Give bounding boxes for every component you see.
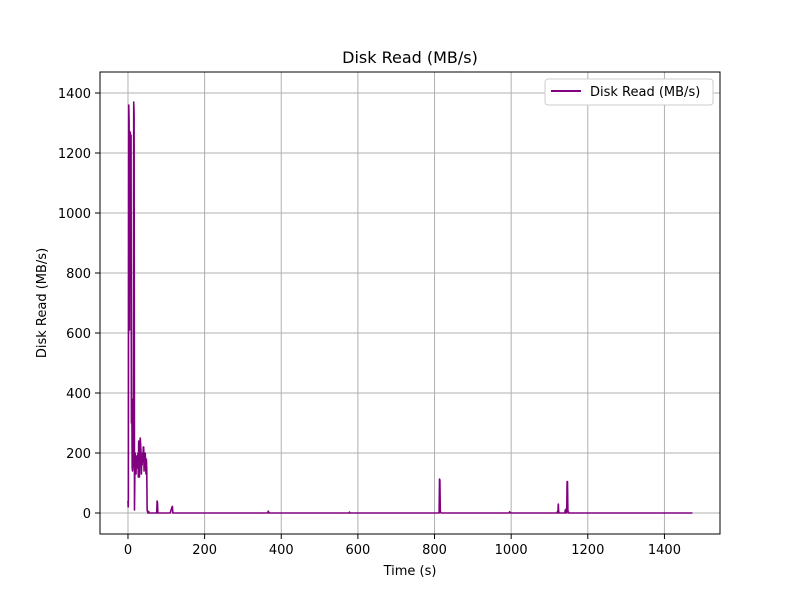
legend-box	[544, 78, 714, 106]
x-tick-label: 1000	[495, 543, 528, 558]
y-tick-label: 1000	[58, 207, 91, 222]
chart-title: Disk Read (MB/s)	[342, 48, 478, 67]
y-tick-label: 400	[66, 387, 91, 402]
x-tick-label: 0	[124, 543, 132, 558]
x-tick-label: 1400	[648, 543, 681, 558]
x-axis: 0 200 400 600 800 1000 1200 1400	[124, 534, 681, 558]
y-axis-label: Disk Read (MB/s)	[35, 248, 50, 358]
series-line-0	[127, 101, 693, 514]
x-tick-label: 400	[269, 543, 294, 558]
x-tick-label: 200	[192, 543, 217, 558]
x-tick-label: 600	[345, 543, 370, 558]
legend: Disk Read (MB/s)	[544, 78, 714, 106]
y-tick-label: 0	[83, 507, 91, 522]
x-tick-label: 1200	[571, 543, 604, 558]
y-tick-label: 600	[66, 327, 91, 342]
x-tick-label: 800	[422, 543, 447, 558]
y-tick-label: 1400	[58, 87, 91, 102]
y-tick-label: 1200	[58, 147, 91, 162]
y-axis: 0 200 400 600 800 1000 1200 1400	[58, 87, 100, 522]
x-axis-label: Time (s)	[383, 564, 437, 579]
plot-area	[127, 101, 693, 514]
y-tick-label: 200	[66, 447, 91, 462]
y-tick-label: 800	[66, 267, 91, 282]
legend-label: Disk Read (MB/s)	[590, 85, 700, 100]
plot-frame	[99, 71, 721, 535]
